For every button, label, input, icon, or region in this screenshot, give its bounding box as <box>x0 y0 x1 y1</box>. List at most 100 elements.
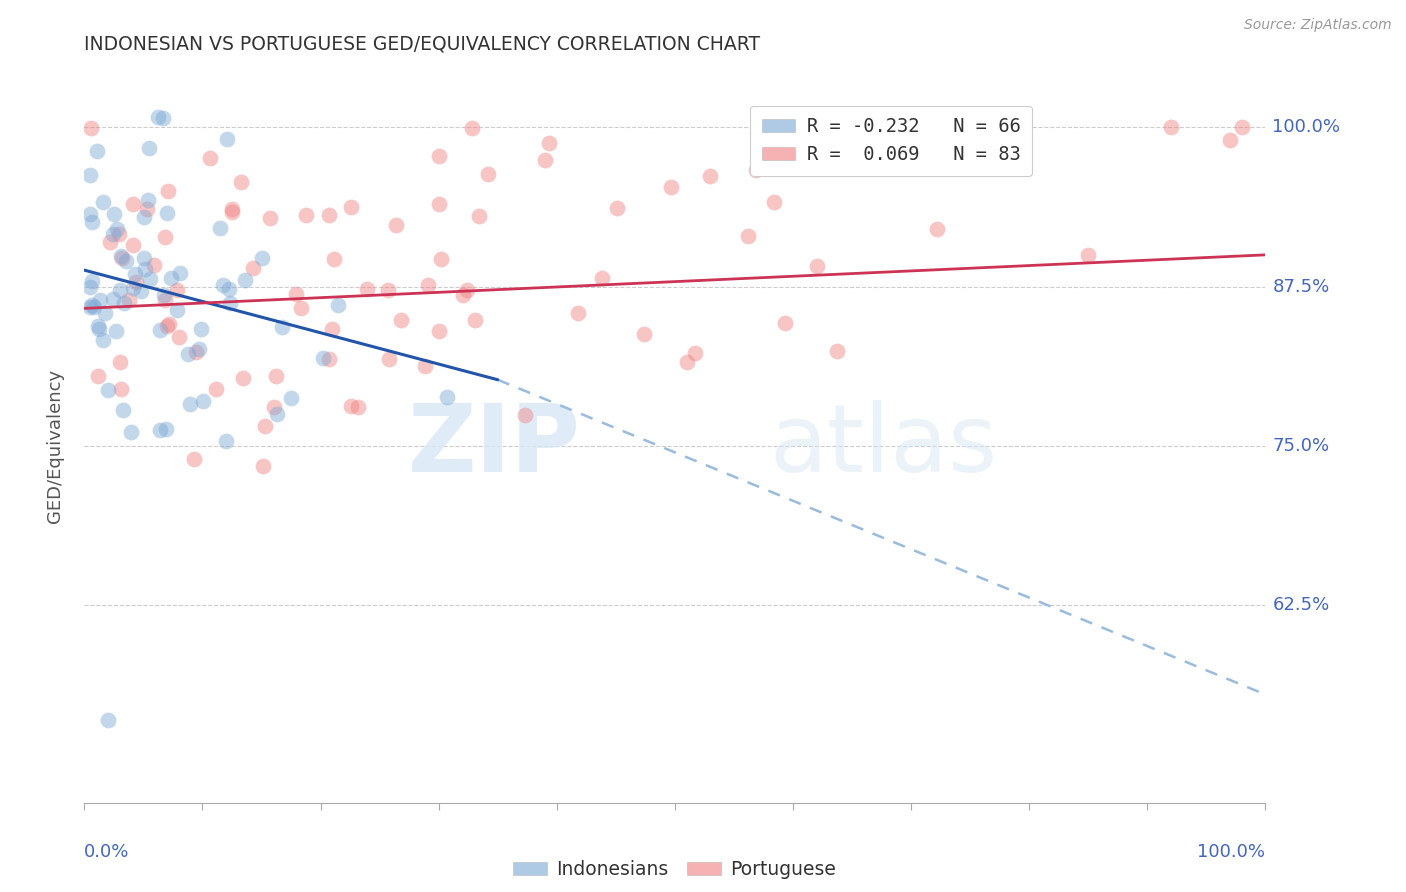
Point <box>252 251 274 265</box>
Point <box>806 259 828 273</box>
Point <box>429 196 451 211</box>
Point <box>200 151 222 165</box>
Point <box>131 284 153 298</box>
Point <box>326 298 349 312</box>
Point <box>1230 120 1253 135</box>
Point <box>169 266 191 280</box>
Point <box>114 253 136 268</box>
Point <box>79 168 101 182</box>
Point <box>103 206 125 220</box>
Point <box>252 458 274 473</box>
Point <box>468 210 491 224</box>
Point <box>927 222 949 236</box>
Point <box>183 451 205 466</box>
Point <box>451 288 474 302</box>
Text: INDONESIAN VS PORTUGUESE GED/EQUIVALENCY CORRELATION CHART: INDONESIAN VS PORTUGUESE GED/EQUIVALENCY… <box>84 35 761 54</box>
Point <box>134 262 156 277</box>
Point <box>263 400 285 414</box>
Point <box>187 343 209 357</box>
Point <box>389 313 412 327</box>
Point <box>155 318 177 333</box>
Point <box>153 293 176 307</box>
Point <box>773 316 796 330</box>
Point <box>152 111 174 125</box>
Point <box>105 222 128 236</box>
Point <box>762 195 785 210</box>
Point <box>1160 120 1182 135</box>
Point <box>699 169 721 184</box>
Point <box>89 293 111 307</box>
Point <box>429 324 451 338</box>
Point <box>340 399 363 413</box>
Point <box>537 136 560 150</box>
Point <box>191 393 214 408</box>
Point <box>87 318 110 333</box>
Point <box>94 306 117 320</box>
Point <box>356 282 378 296</box>
Point <box>114 295 136 310</box>
Point <box>208 221 231 235</box>
Point <box>430 252 453 267</box>
Point <box>567 306 589 320</box>
Point <box>477 167 499 181</box>
Point <box>253 419 276 434</box>
Point <box>312 351 335 365</box>
Text: 87.5%: 87.5% <box>1272 277 1330 296</box>
Point <box>83 300 105 314</box>
Point <box>166 303 188 318</box>
Point <box>146 110 169 124</box>
Point <box>218 282 240 296</box>
Point <box>737 229 759 244</box>
Point <box>676 355 699 369</box>
Point <box>108 355 131 369</box>
Point <box>121 280 143 294</box>
Point <box>156 206 179 220</box>
Text: 62.5%: 62.5% <box>1272 596 1330 615</box>
Point <box>86 145 108 159</box>
Point <box>659 179 682 194</box>
Point <box>97 713 120 727</box>
Point <box>534 153 557 167</box>
Point <box>377 283 399 297</box>
Point <box>591 270 613 285</box>
Point <box>79 280 101 294</box>
Point <box>139 272 162 286</box>
Point <box>124 267 146 281</box>
Text: ZIP: ZIP <box>408 400 581 492</box>
Point <box>456 283 478 297</box>
Point <box>233 273 256 287</box>
Point <box>264 369 287 384</box>
Point <box>271 320 294 334</box>
Point <box>142 258 165 272</box>
Point <box>79 207 101 221</box>
Point <box>110 249 132 263</box>
Point <box>135 202 157 217</box>
Text: 0.0%: 0.0% <box>84 843 129 861</box>
Point <box>103 292 125 306</box>
Point <box>242 260 264 275</box>
Point <box>101 227 124 242</box>
Point <box>91 194 114 209</box>
Point <box>295 209 318 223</box>
Point <box>89 322 111 336</box>
Point <box>464 313 486 327</box>
Text: atlas: atlas <box>769 400 998 492</box>
Point <box>318 352 340 367</box>
Point <box>323 252 346 267</box>
Point <box>148 323 170 337</box>
Point <box>132 252 155 266</box>
Point <box>427 149 450 163</box>
Legend: Indonesians, Portuguese: Indonesians, Portuguese <box>506 852 844 886</box>
Point <box>606 201 628 215</box>
Point <box>122 197 145 211</box>
Point <box>321 321 343 335</box>
Point <box>110 382 132 396</box>
Point <box>633 327 655 342</box>
Point <box>284 287 307 301</box>
Point <box>221 205 243 219</box>
Point <box>219 295 242 310</box>
Point <box>384 218 406 232</box>
Point <box>280 391 302 405</box>
Point <box>98 235 121 249</box>
Point <box>132 210 155 224</box>
